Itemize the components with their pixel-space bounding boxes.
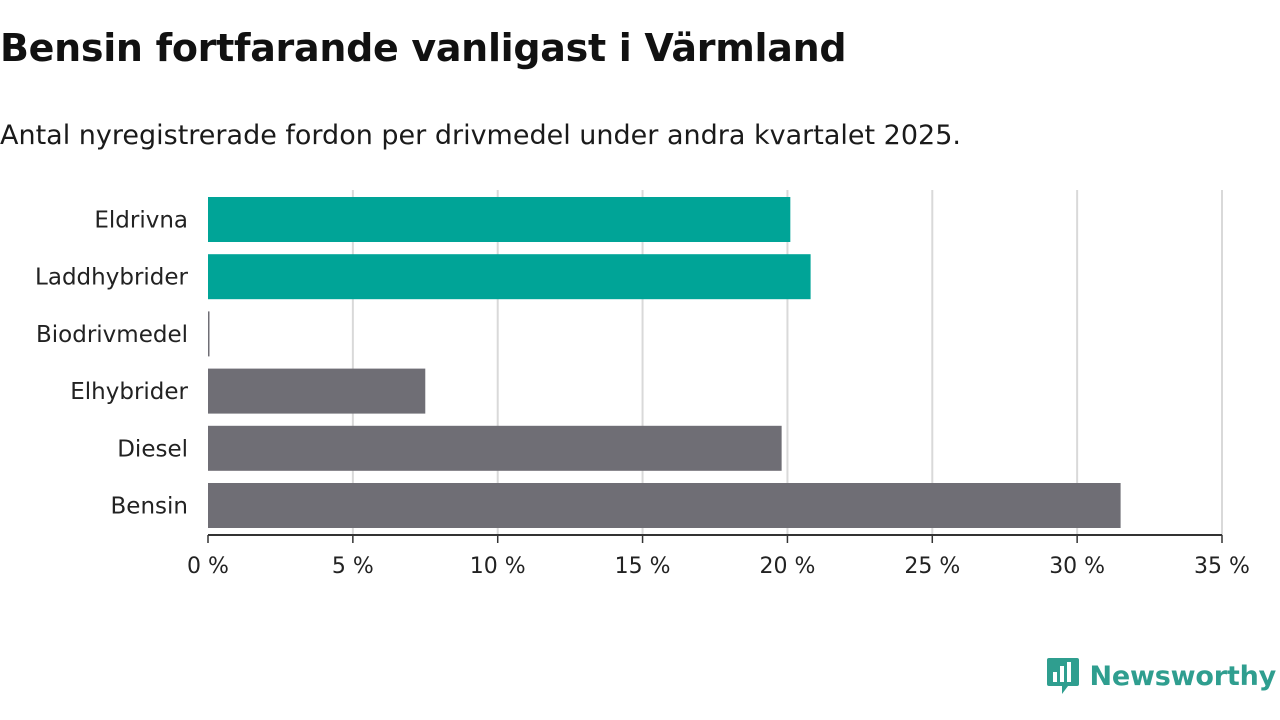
bar-diesel <box>208 425 782 471</box>
category-label: Bensin <box>111 494 188 520</box>
bar-chart-speech-bubble-icon <box>1046 658 1079 694</box>
bar-eldrivna <box>208 197 791 242</box>
grid-lines <box>351 190 1223 535</box>
bars <box>208 197 1121 528</box>
chart-subtitle: Antal nyregistrerade fordon per drivmede… <box>0 120 961 151</box>
bar-chart: Eldrivna Laddhybrider Biodrivmedel Elhybrid… <box>35 190 1250 579</box>
x-tick-label: 0 % <box>187 554 229 579</box>
bar-laddhybrider <box>208 254 811 300</box>
x-tick-label: 25 % <box>904 554 960 579</box>
bar-biodrivmedel <box>208 311 210 357</box>
x-tick-label: 10 % <box>470 554 526 579</box>
chart-title: Bensin fortfarande vanligast i Värmland <box>0 26 847 70</box>
category-label: Elhybrider <box>70 379 188 405</box>
bar-elhybrider <box>208 368 426 414</box>
category-labels: Eldrivna Laddhybrider Biodrivmedel Elhybrid… <box>35 208 188 520</box>
category-label: Laddhybrider <box>35 265 188 291</box>
category-label: Diesel <box>117 436 188 462</box>
brand-name: Newsworthy <box>1089 660 1277 692</box>
brand-logo: Newsworthy <box>1046 656 1276 696</box>
x-axis: 0 % 5 % 10 % 15 % 20 % 25 % 30 % 35 % <box>187 534 1250 579</box>
x-tick-label: 5 % <box>332 554 374 579</box>
x-tick-label: 30 % <box>1049 554 1105 579</box>
x-tick-label: 20 % <box>759 554 815 579</box>
category-label: Eldrivna <box>94 208 188 234</box>
category-label: Biodrivmedel <box>36 322 188 348</box>
bar-bensin <box>208 483 1121 528</box>
x-tick-label: 35 % <box>1194 554 1250 579</box>
x-tick-label: 15 % <box>615 554 671 579</box>
